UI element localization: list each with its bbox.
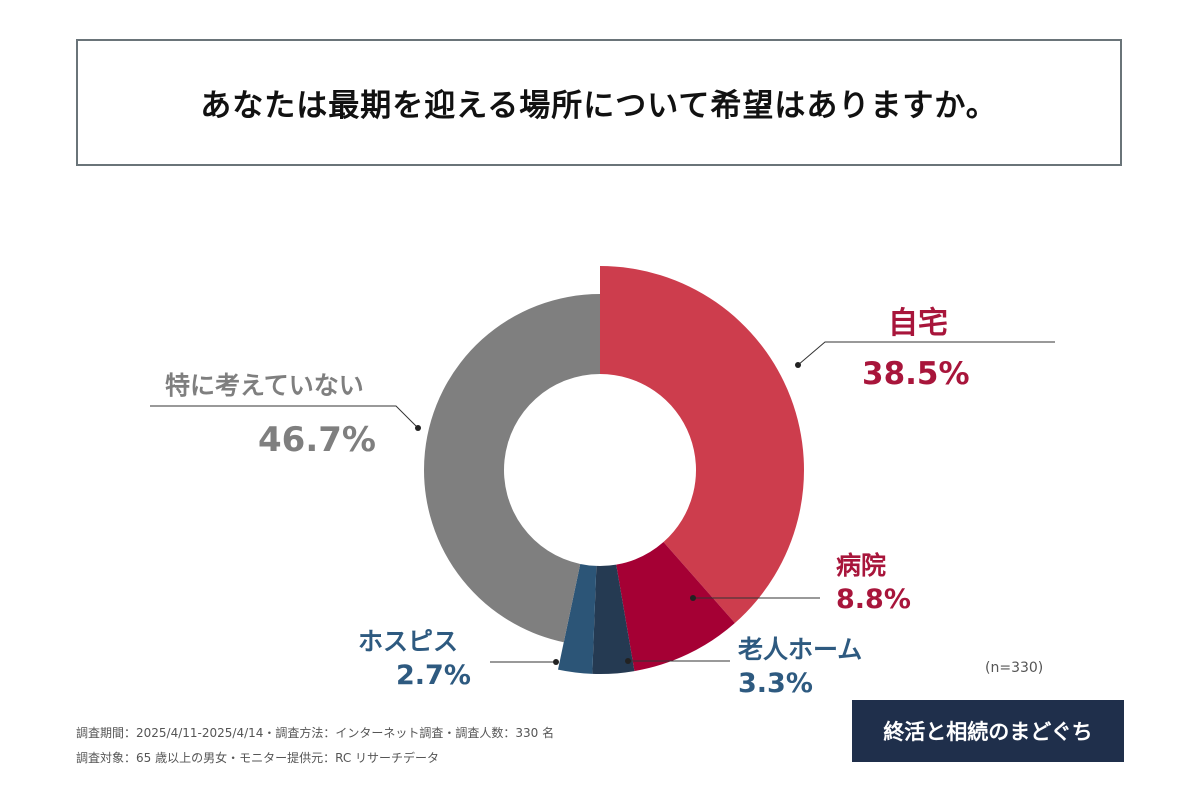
leader-lines xyxy=(150,341,1055,663)
label-no-preference: 特に考えていない xyxy=(165,371,364,400)
value-hospice: 2.7% xyxy=(396,660,471,691)
value-hospital: 8.8% xyxy=(836,584,911,615)
title-box: あなたは最期を迎える場所について希望はありますか。 xyxy=(76,39,1122,166)
footer-line-1: 調査期間：2025/4/11-2025/4/14・調査方法：インターネット調査・… xyxy=(76,726,555,740)
leader-dot-none xyxy=(415,425,421,431)
value-home: 38.5% xyxy=(862,356,970,392)
chart-title: あなたは最期を迎える場所について希望はありますか。 xyxy=(200,88,998,124)
label-hospital: 病院 xyxy=(836,551,887,580)
slice-nursing-home xyxy=(592,564,635,674)
leader-dot-hospice xyxy=(553,659,559,665)
leader-dot-hospital xyxy=(690,595,696,601)
logo-text: 終活と相続のまどぐち xyxy=(883,720,1093,744)
label-nursing-home: 老人ホーム xyxy=(738,635,863,664)
brand-logo: 終活と相続のまどぐち xyxy=(852,700,1124,762)
leader-line-none xyxy=(150,405,419,429)
value-nursing-home: 3.3% xyxy=(738,668,813,699)
slice-hospice xyxy=(558,563,597,674)
footer-line-2: 調査対象：65 歳以上の男女・モニター提供元：RC リサーチデータ xyxy=(76,751,440,765)
leader-dot-home xyxy=(795,362,801,368)
slice-home xyxy=(600,266,804,624)
slice-no-preference xyxy=(424,294,600,643)
sample-size: (n=330) xyxy=(985,660,1044,676)
label-hospice: ホスピス xyxy=(358,627,459,656)
value-no-preference: 46.7% xyxy=(258,420,376,460)
leader-line-home xyxy=(797,341,1055,366)
leader-dot-nursing xyxy=(625,658,631,664)
slice-hospital xyxy=(616,542,735,672)
label-home: 自宅 xyxy=(888,306,948,341)
